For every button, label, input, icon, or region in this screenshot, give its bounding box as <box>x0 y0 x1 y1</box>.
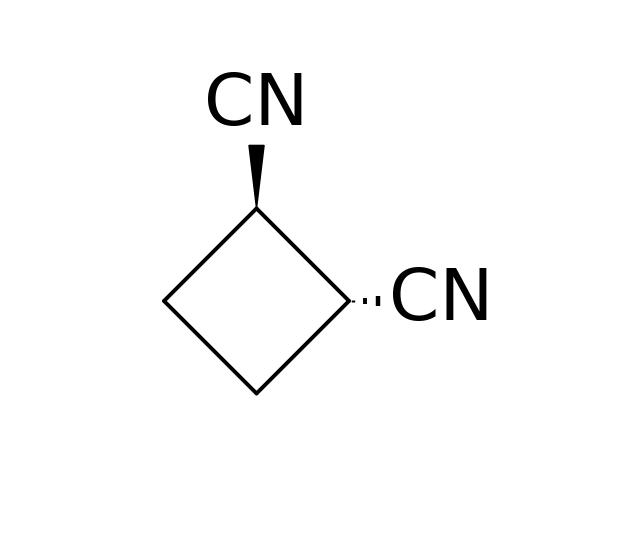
Polygon shape <box>249 145 264 209</box>
Text: CN: CN <box>389 266 493 335</box>
Text: CN: CN <box>204 72 308 140</box>
